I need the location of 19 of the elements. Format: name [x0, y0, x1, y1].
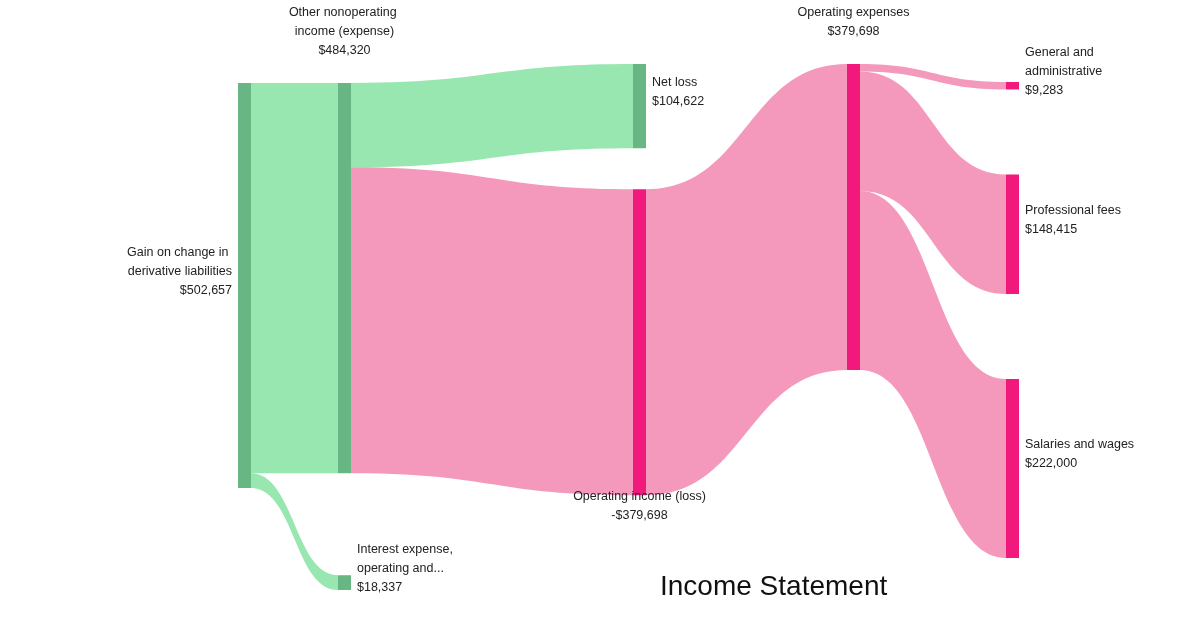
data-label: $502,657	[179, 282, 233, 297]
category-label: Operating income (loss)	[573, 488, 706, 503]
data-label: $18,337	[357, 579, 403, 594]
category-label: Interest expense, operating and...	[357, 541, 457, 575]
category-label: Gain on change in derivative liabilities	[127, 244, 232, 278]
data-label: $379,698	[827, 23, 880, 38]
data-label: -$379,698	[611, 507, 668, 522]
data-label: $222,000	[1025, 455, 1078, 470]
category-label: Salaries and wages	[1025, 436, 1135, 451]
data-label: $9,283	[1025, 82, 1064, 97]
category-label: Operating expenses	[797, 4, 910, 19]
category-label: Other nonoperating income (expense)	[288, 4, 401, 38]
data-label: $104,622	[652, 93, 705, 108]
category-label: General and administrative	[1025, 44, 1103, 78]
category-label: Professional fees	[1025, 202, 1121, 217]
text: Income Statement	[660, 569, 888, 601]
data-label: $148,415	[1025, 221, 1078, 236]
data-label: $484,320	[318, 42, 371, 57]
category-label: Net loss	[652, 74, 698, 89]
